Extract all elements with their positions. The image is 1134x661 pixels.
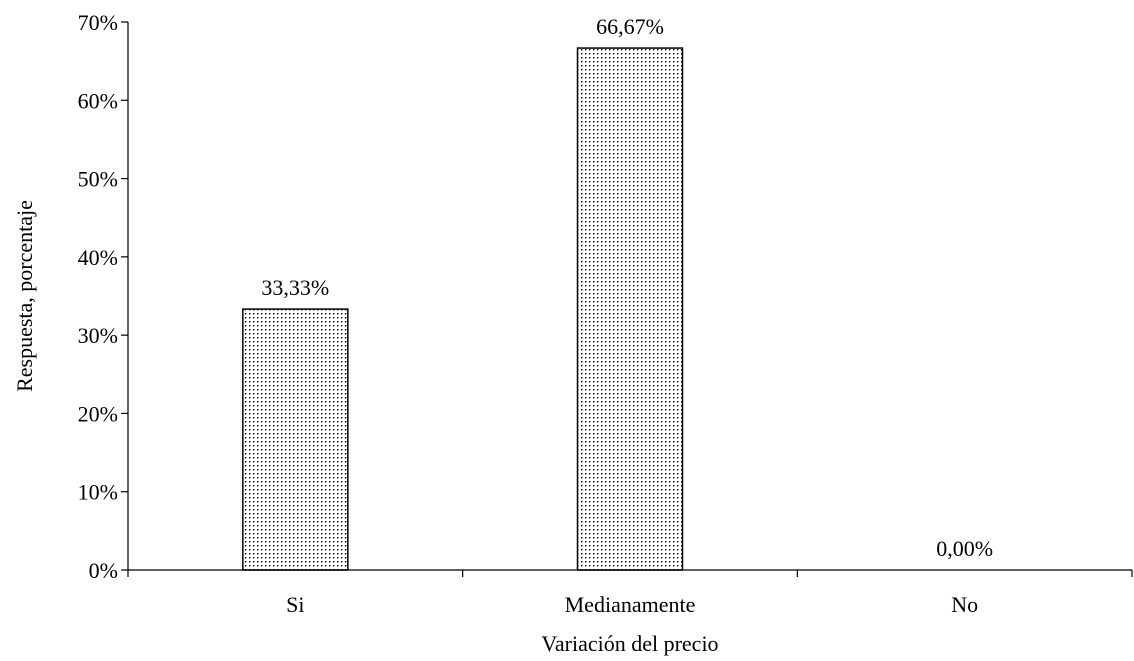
x-axis-title: Variación del precio: [541, 631, 718, 656]
x-tick-label-si: Si: [286, 592, 304, 617]
y-tick-label: 30%: [78, 323, 118, 348]
x-ticks-group: Si Medianamente No: [286, 592, 978, 617]
y-tick-label: 0%: [89, 558, 118, 583]
y-tick-label: 60%: [78, 88, 118, 113]
bar-si: [242, 308, 349, 571]
x-tick-label-no: No: [951, 592, 978, 617]
y-tick-label: 70%: [78, 10, 118, 35]
data-label-si: 33,33%: [261, 275, 329, 300]
data-label-no: 0,00%: [936, 536, 993, 561]
y-tick-label: 20%: [78, 401, 118, 426]
y-ticks-group: 0% 10% 20% 30% 40% 50% 60% 70%: [78, 10, 128, 583]
y-axis-title: Respuesta, porcentaje: [12, 200, 37, 392]
data-label-medianamente: 66,67%: [596, 14, 664, 39]
y-tick-label: 40%: [78, 245, 118, 270]
x-tick-label-medianamente: Medianamente: [565, 592, 696, 617]
bars-group: [242, 47, 684, 571]
bar-medianamente: [576, 47, 684, 571]
y-tick-label: 10%: [78, 480, 118, 505]
axes-group: [127, 22, 1133, 577]
data-labels-group: 33,33% 66,67% 0,00%: [261, 14, 993, 561]
y-tick-label: 50%: [78, 167, 118, 192]
